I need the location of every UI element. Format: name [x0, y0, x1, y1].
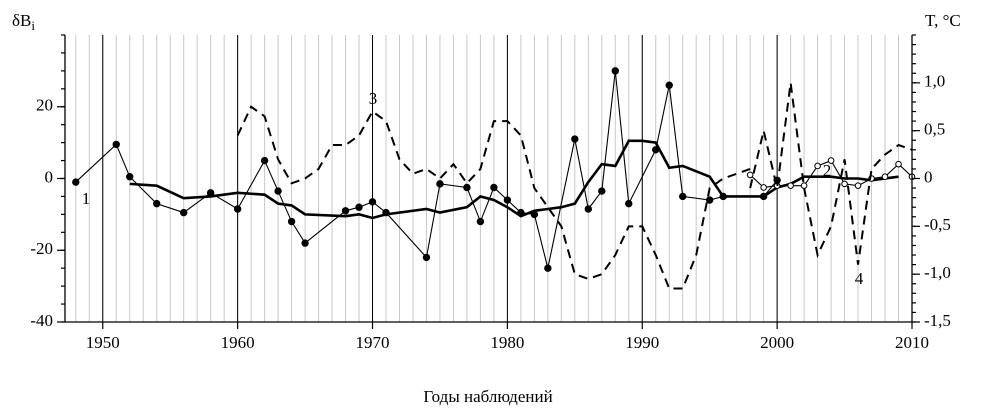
- data-point: [895, 160, 902, 168]
- y-tick-label: -40: [30, 311, 53, 330]
- y-axis-title-main: δB: [12, 11, 31, 30]
- y2-tick-label: 0: [924, 167, 933, 186]
- data-point: [611, 67, 619, 75]
- data-point: [476, 217, 485, 226]
- data-point: [274, 187, 282, 195]
- data-point: [584, 205, 593, 213]
- data-point: [490, 183, 498, 192]
- data-point: [881, 173, 889, 181]
- data-point: [625, 199, 633, 208]
- grid: [75, 35, 913, 322]
- series-label: 3: [369, 89, 378, 108]
- data-point: [153, 199, 161, 208]
- x-tick-label: 1950: [86, 333, 120, 352]
- data-point: [841, 180, 848, 188]
- data-point: [436, 180, 444, 188]
- series-label: 4: [855, 269, 864, 288]
- x-tick-label: 1990: [625, 333, 659, 352]
- series-line: [129, 139, 899, 220]
- data-point: [827, 157, 835, 164]
- series-line: [75, 70, 778, 269]
- data-point: [112, 140, 120, 149]
- data-point: [368, 198, 377, 206]
- y2-axis-title: T, °C: [925, 11, 961, 30]
- y2-tick-label: -0,5: [924, 215, 951, 234]
- y2-tick-label: 1,0: [924, 72, 945, 91]
- data-point: [126, 173, 134, 181]
- x-tick-label: 1980: [490, 333, 524, 352]
- data-point: [503, 196, 512, 204]
- y2-tick-label: -1,0: [924, 263, 951, 282]
- temperature-line: [749, 82, 913, 265]
- series-label: 1: [82, 189, 91, 208]
- data-point: [287, 217, 296, 226]
- data-point: [679, 192, 687, 201]
- temperature-line: [236, 105, 751, 290]
- y-axis-title: δBi: [12, 11, 35, 33]
- data-point: [571, 135, 579, 143]
- data-point: [341, 207, 350, 215]
- x-tick-label: 1970: [356, 333, 390, 352]
- data-point: [800, 182, 808, 189]
- data-point: [598, 187, 606, 195]
- data-point: [355, 203, 363, 211]
- y-tick-label: 20: [36, 96, 53, 115]
- x-tick-label: 2000: [760, 333, 794, 352]
- x-tick-label: 1960: [221, 333, 255, 352]
- plot: [72, 67, 916, 290]
- data-point: [463, 183, 471, 192]
- data-point: [854, 182, 862, 189]
- data-point: [787, 182, 794, 189]
- y2-tick-label: 0,5: [924, 120, 945, 139]
- series-label: 2: [823, 161, 832, 180]
- x-tick-label: 2010: [895, 333, 929, 352]
- data-point: [705, 196, 714, 204]
- data-point: [260, 156, 269, 165]
- x-axis-title: Годы наблюдений: [423, 387, 552, 406]
- data-point: [544, 264, 552, 272]
- data-point: [760, 184, 767, 191]
- data-point: [814, 162, 821, 170]
- y-tick-label: 0: [45, 167, 54, 186]
- data-point: [422, 253, 431, 262]
- data-point: [746, 171, 754, 179]
- data-point: [72, 178, 80, 186]
- data-point: [301, 239, 309, 247]
- y2-tick-label: -1,5: [924, 311, 951, 330]
- data-point: [233, 205, 242, 213]
- y-axis-title-subscript: i: [31, 18, 35, 33]
- data-point: [179, 208, 188, 217]
- data-point: [665, 81, 673, 89]
- y-tick-label: -20: [30, 239, 53, 258]
